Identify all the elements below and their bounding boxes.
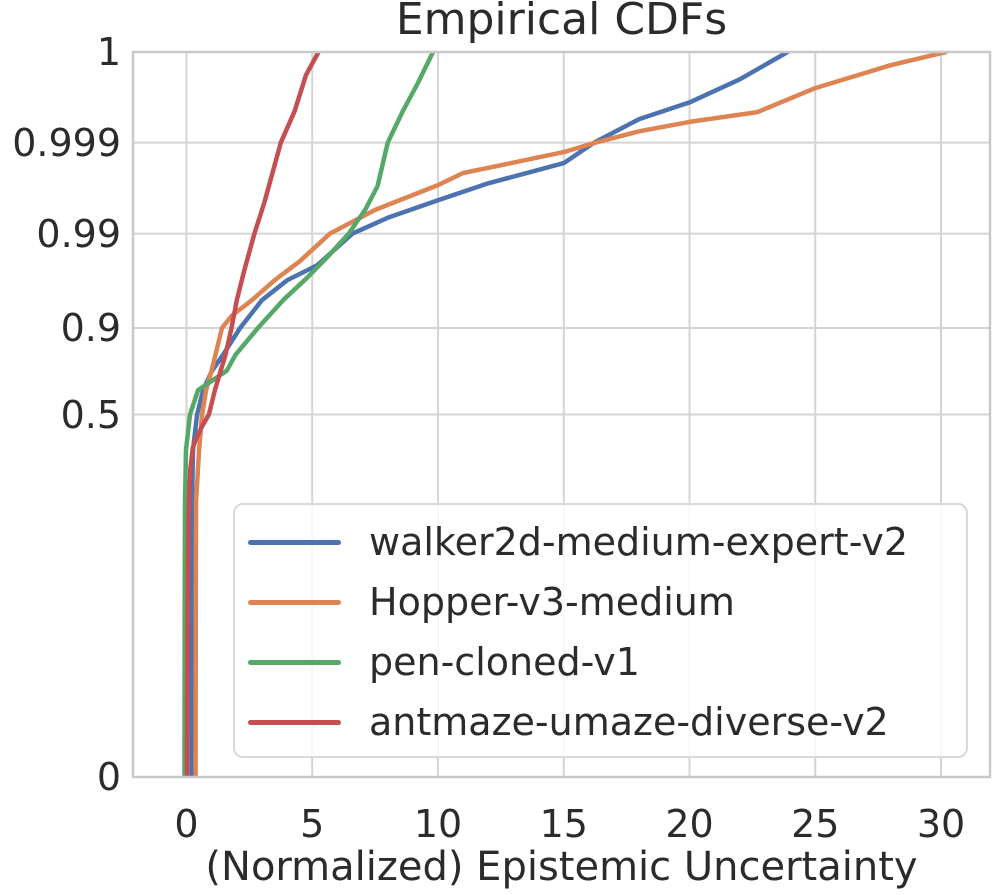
legend-label: pen-cloned-v1 (369, 640, 640, 684)
y-tick-label-0.9: 0.9 (60, 306, 121, 351)
y-tick-label-0.99: 0.99 (36, 211, 121, 256)
legend-label: antmaze-umaze-diverse-v2 (369, 700, 889, 744)
legend-item-pen-cloned-v1: pen-cloned-v1 (235, 632, 966, 692)
y-tick-label-0.5: 0.5 (60, 392, 121, 437)
legend-label: Hopper-v3-medium (369, 580, 735, 624)
x-tick-label-5: 5 (300, 802, 325, 846)
y-tick-label-0.999: 0.999 (12, 120, 121, 165)
series-line-antmaze-umaze-diverse-v2 (184, 52, 321, 777)
series-line-walker2d-medium-expert-v2 (189, 52, 790, 777)
legend-item-walker2d-medium-expert-v2: walker2d-medium-expert-v2 (235, 512, 966, 572)
series-line-Hopper-v3-medium (193, 52, 949, 777)
legend-line-swatch-Hopper-v3-medium (248, 599, 341, 605)
plot-border (131, 50, 992, 779)
x-tick-label-10: 10 (413, 802, 463, 846)
y-tick-label-1: 1 (96, 30, 121, 74)
x-tick-label-25: 25 (791, 802, 840, 846)
x-tick-label-0: 0 (174, 802, 199, 846)
legend-item-antmaze-umaze-diverse-v2: antmaze-umaze-diverse-v2 (235, 692, 966, 752)
legend-line-swatch-walker2d-medium-expert-v2 (248, 539, 341, 545)
legend-label: walker2d-medium-expert-v2 (369, 520, 909, 564)
x-axis-label: (Normalized) Epistemic Uncertainty (205, 844, 918, 890)
y-tick-label-0: 0 (96, 755, 121, 799)
legend-line-swatch-pen-cloned-v1 (248, 659, 341, 665)
legend-item-Hopper-v3-medium: Hopper-v3-medium (235, 572, 966, 632)
x-tick-label-30: 30 (916, 802, 966, 846)
legend: walker2d-medium-expert-v2 Hopper-v3-mediu… (233, 503, 968, 758)
x-tick-label-20: 20 (665, 802, 714, 846)
legend-line-swatch-antmaze-umaze-diverse-v2 (248, 719, 341, 725)
x-tick-label-15: 15 (539, 802, 588, 846)
series-line-pen-cloned-v1 (182, 52, 436, 777)
chart-title: Empirical CDFs (395, 0, 728, 45)
